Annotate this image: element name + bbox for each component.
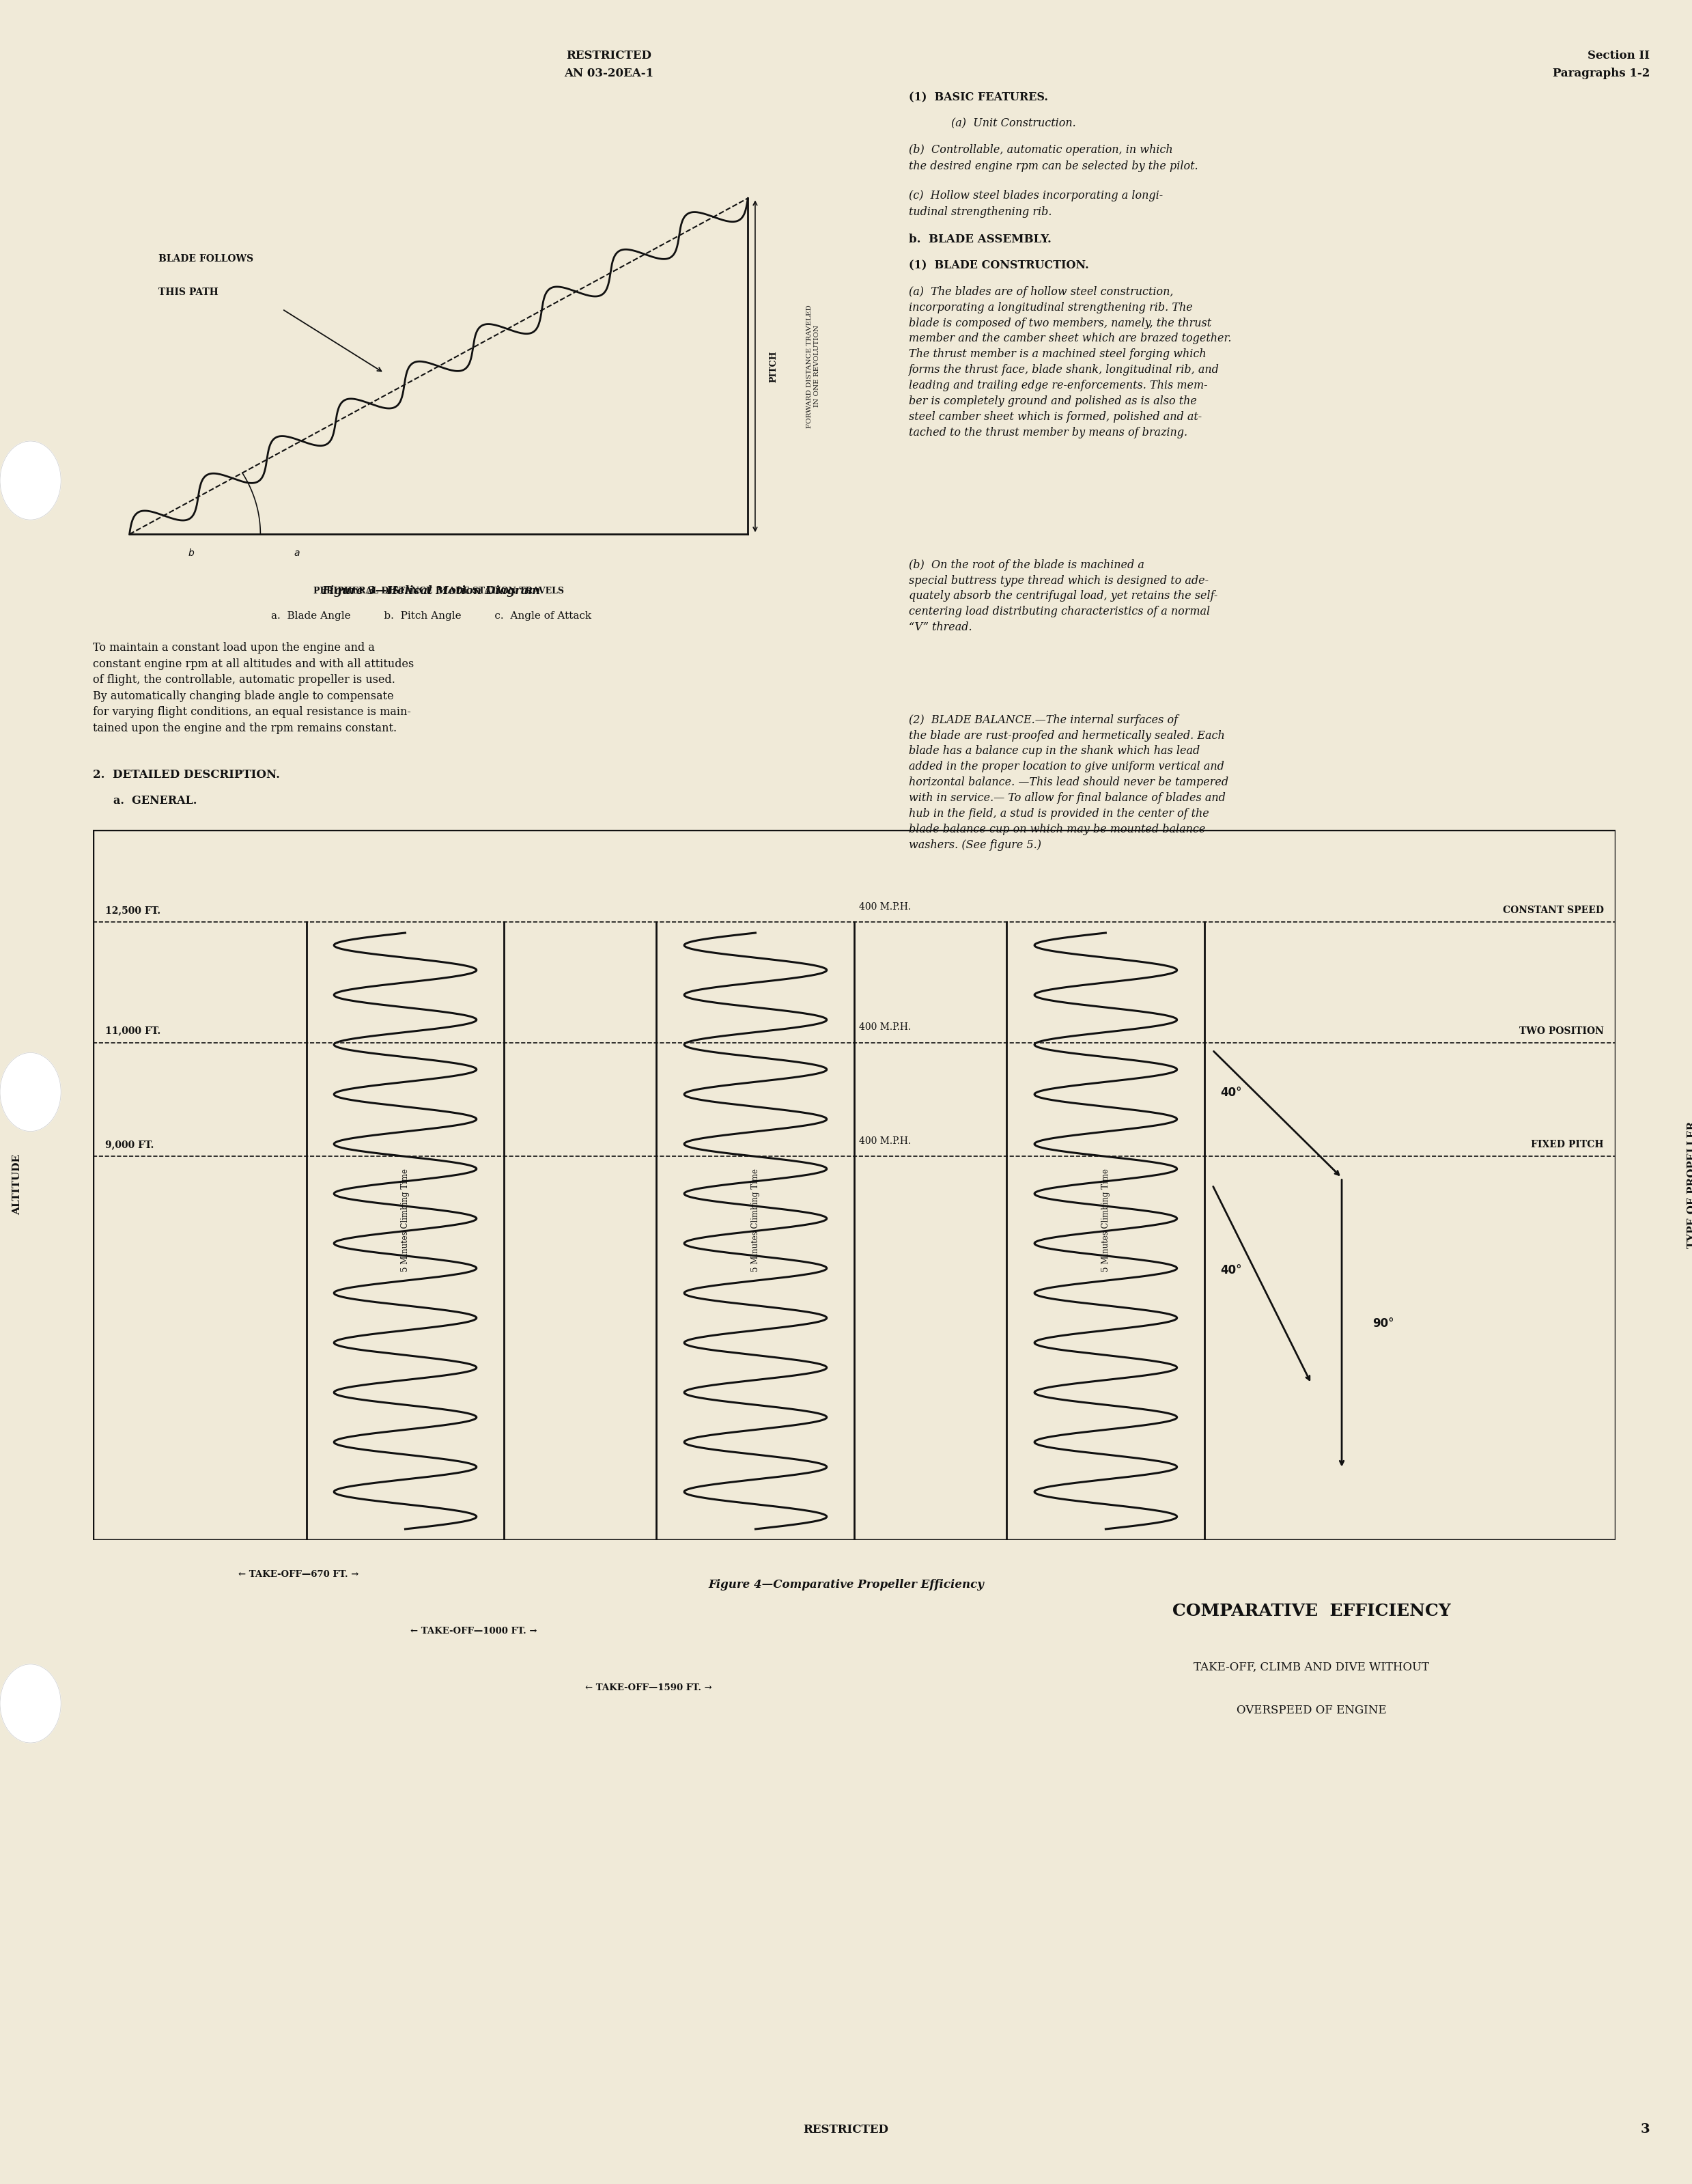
Text: PERIPHERAL DISTANCE BLADE STATION TRAVELS: PERIPHERAL DISTANCE BLADE STATION TRAVEL… <box>313 587 563 596</box>
Text: 12,500 FT.: 12,500 FT. <box>105 906 161 915</box>
Text: 90°: 90° <box>1372 1317 1394 1330</box>
Text: (1)  BLADE CONSTRUCTION.: (1) BLADE CONSTRUCTION. <box>909 260 1088 271</box>
Text: RESTRICTED: RESTRICTED <box>567 50 651 61</box>
Circle shape <box>0 441 61 520</box>
Text: Figure 3—Helical Motion Diagram: Figure 3—Helical Motion Diagram <box>321 585 541 596</box>
Text: PITCH: PITCH <box>768 349 778 382</box>
Text: 3: 3 <box>1641 2123 1650 2136</box>
Text: (b)  On the root of the blade is machined a
special buttress type thread which i: (b) On the root of the blade is machined… <box>909 559 1218 633</box>
Text: (a)  Unit Construction.: (a) Unit Construction. <box>951 118 1076 129</box>
Text: b.  BLADE ASSEMBLY.: b. BLADE ASSEMBLY. <box>909 234 1051 245</box>
Text: TWO POSITION: TWO POSITION <box>1519 1026 1604 1035</box>
Text: 40°: 40° <box>1220 1265 1242 1275</box>
Text: a: a <box>294 548 299 557</box>
Text: 9,000 FT.: 9,000 FT. <box>105 1140 154 1149</box>
Circle shape <box>0 1664 61 1743</box>
Text: (2)  BLADE BALANCE.—The internal surfaces of
the blade are rust-proofed and herm: (2) BLADE BALANCE.—The internal surfaces… <box>909 714 1228 850</box>
Text: 5 Minutes Climbing Time: 5 Minutes Climbing Time <box>751 1168 760 1271</box>
Circle shape <box>0 1053 61 1131</box>
Text: 5 Minutes Climbing Time: 5 Minutes Climbing Time <box>401 1168 409 1271</box>
Text: ← TAKE-OFF—1590 FT. →: ← TAKE-OFF—1590 FT. → <box>585 1684 712 1693</box>
Text: TAKE-OFF, CLIMB AND DIVE WITHOUT: TAKE-OFF, CLIMB AND DIVE WITHOUT <box>1193 1662 1430 1673</box>
Text: THIS PATH: THIS PATH <box>159 288 218 297</box>
Text: ← TAKE-OFF—670 FT. →: ← TAKE-OFF—670 FT. → <box>239 1570 359 1579</box>
Text: a.  Blade Angle          b.  Pitch Angle          c.  Angle of Attack: a. Blade Angle b. Pitch Angle c. Angle o… <box>271 612 592 620</box>
Text: To maintain a constant load upon the engine and a
constant engine rpm at all alt: To maintain a constant load upon the eng… <box>93 642 415 734</box>
Text: Figure 4—Comparative Propeller Efficiency: Figure 4—Comparative Propeller Efficienc… <box>709 1579 983 1590</box>
Text: 400 M.P.H.: 400 M.P.H. <box>860 1022 910 1033</box>
Text: a.  GENERAL.: a. GENERAL. <box>113 795 196 806</box>
Text: BLADE FOLLOWS: BLADE FOLLOWS <box>159 253 254 264</box>
Text: ← TAKE-OFF—1000 FT. →: ← TAKE-OFF—1000 FT. → <box>411 1627 536 1636</box>
Text: Paragraphs 1-2: Paragraphs 1-2 <box>1553 68 1650 79</box>
Text: 400 M.P.H.: 400 M.P.H. <box>860 1136 910 1147</box>
Text: (a)  The blades are of hollow steel construction,
incorporating a longitudinal s: (a) The blades are of hollow steel const… <box>909 286 1232 439</box>
Text: RESTRICTED: RESTRICTED <box>804 2123 888 2136</box>
Text: 400 M.P.H.: 400 M.P.H. <box>860 902 910 911</box>
Text: 2.  DETAILED DESCRIPTION.: 2. DETAILED DESCRIPTION. <box>93 769 281 780</box>
Text: AN 03-20EA-1: AN 03-20EA-1 <box>565 68 653 79</box>
Text: CONSTANT SPEED: CONSTANT SPEED <box>1502 906 1604 915</box>
Text: FORWARD DISTANCE TRAVELED
IN ONE REVOLUTION: FORWARD DISTANCE TRAVELED IN ONE REVOLUT… <box>807 304 821 428</box>
Text: 40°: 40° <box>1220 1085 1242 1099</box>
Text: COMPARATIVE  EFFICIENCY: COMPARATIVE EFFICIENCY <box>1173 1603 1450 1618</box>
Text: FIXED PITCH: FIXED PITCH <box>1531 1140 1604 1149</box>
Text: (c)  Hollow steel blades incorporating a longi-
tudinal strengthening rib.: (c) Hollow steel blades incorporating a … <box>909 190 1162 218</box>
Text: 5 Minutes Climbing Time: 5 Minutes Climbing Time <box>1101 1168 1110 1271</box>
Text: Section II: Section II <box>1587 50 1650 61</box>
Text: TYPE OF PROPELLER: TYPE OF PROPELLER <box>1687 1120 1692 1249</box>
Text: OVERSPEED OF ENGINE: OVERSPEED OF ENGINE <box>1237 1704 1386 1717</box>
Text: ALTITUDE: ALTITUDE <box>12 1155 22 1214</box>
Text: b: b <box>188 548 195 557</box>
Text: (1)  BASIC FEATURES.: (1) BASIC FEATURES. <box>909 92 1047 103</box>
Text: (b)  Controllable, automatic operation, in which
the desired engine rpm can be s: (b) Controllable, automatic operation, i… <box>909 144 1198 173</box>
Text: 11,000 FT.: 11,000 FT. <box>105 1026 161 1035</box>
